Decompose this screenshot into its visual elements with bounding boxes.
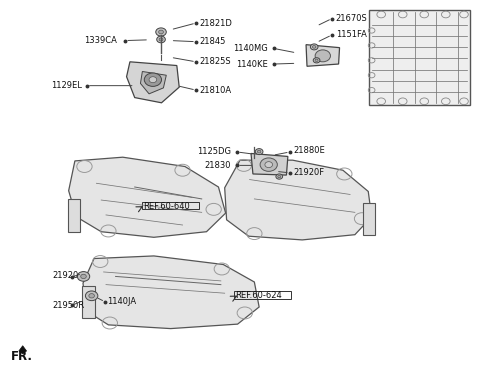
Text: 21825S: 21825S	[199, 57, 231, 66]
Circle shape	[149, 77, 157, 83]
Polygon shape	[225, 160, 372, 240]
Text: 21950R: 21950R	[52, 301, 84, 310]
Polygon shape	[363, 203, 375, 236]
Text: 21845: 21845	[199, 37, 226, 46]
Circle shape	[260, 158, 277, 171]
Text: 21920: 21920	[52, 271, 79, 280]
Text: 21810A: 21810A	[199, 86, 231, 95]
Circle shape	[159, 38, 163, 41]
Text: 21830: 21830	[205, 161, 231, 170]
Circle shape	[257, 150, 261, 153]
Circle shape	[77, 272, 90, 281]
Text: 1140MG: 1140MG	[233, 44, 268, 53]
Circle shape	[89, 294, 95, 298]
Polygon shape	[68, 199, 80, 233]
Text: REF.60-624: REF.60-624	[235, 291, 282, 300]
Polygon shape	[69, 157, 226, 237]
Text: 1151FA: 1151FA	[336, 30, 367, 40]
Text: 1140KE: 1140KE	[236, 59, 268, 68]
Circle shape	[265, 162, 273, 168]
Polygon shape	[251, 153, 288, 175]
Circle shape	[315, 50, 330, 62]
Circle shape	[312, 46, 316, 48]
Polygon shape	[306, 45, 339, 66]
Circle shape	[255, 148, 263, 154]
Circle shape	[144, 73, 161, 86]
Circle shape	[276, 174, 283, 179]
Polygon shape	[83, 256, 259, 329]
Text: 1129EL: 1129EL	[51, 81, 82, 90]
Circle shape	[313, 58, 320, 63]
Text: 1140JA: 1140JA	[107, 297, 136, 306]
Circle shape	[311, 44, 318, 50]
Text: 21920F: 21920F	[294, 168, 325, 177]
Text: 1125DG: 1125DG	[197, 147, 231, 156]
Circle shape	[157, 36, 165, 43]
Text: 21880E: 21880E	[294, 146, 325, 155]
Polygon shape	[82, 286, 95, 318]
Circle shape	[85, 291, 98, 301]
Polygon shape	[127, 62, 179, 103]
Text: FR.: FR.	[11, 350, 33, 363]
Text: 21821D: 21821D	[199, 19, 232, 28]
Text: REF.60-640: REF.60-640	[144, 202, 190, 211]
Circle shape	[315, 59, 318, 61]
Circle shape	[81, 274, 86, 279]
Circle shape	[278, 175, 281, 178]
Polygon shape	[141, 71, 166, 94]
Circle shape	[159, 30, 163, 34]
Text: 21670S: 21670S	[336, 14, 368, 23]
Circle shape	[156, 28, 166, 36]
Text: 1339CA: 1339CA	[84, 36, 117, 45]
FancyBboxPatch shape	[369, 10, 470, 105]
Polygon shape	[19, 346, 26, 354]
